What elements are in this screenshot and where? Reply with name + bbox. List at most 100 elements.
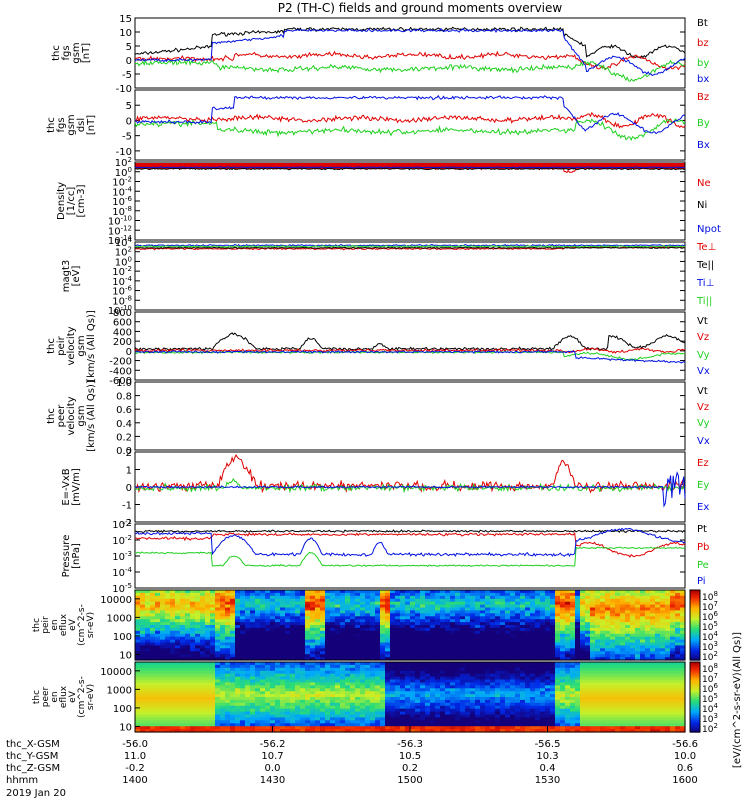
- heatmap-cell: [205, 625, 211, 629]
- heatmap-cell: [390, 595, 396, 600]
- heatmap-cell: [380, 630, 386, 635]
- heatmap-cell: [160, 651, 166, 655]
- heatmap-cell: [305, 702, 311, 707]
- heatmap-cell: [180, 645, 186, 649]
- heatmap-cell: [165, 694, 171, 698]
- heatmap-cell: [470, 729, 476, 733]
- heatmap-cell: [390, 598, 396, 603]
- heatmap-cell: [630, 654, 636, 658]
- colorbar-cell: [690, 640, 700, 644]
- heatmap-cell: [440, 622, 446, 626]
- heatmap-cell: [465, 601, 471, 606]
- heatmap-cell: [180, 670, 186, 675]
- heatmap-cell: [530, 691, 536, 695]
- heatmap-cell: [395, 639, 401, 644]
- heatmap-cell: [550, 729, 556, 733]
- heatmap-cell: [505, 590, 511, 594]
- heatmap-cell: [430, 613, 436, 617]
- heatmap-cell: [240, 702, 246, 707]
- heatmap-cell: [480, 654, 486, 658]
- heatmap-cell: [230, 636, 236, 641]
- heatmap-cell: [230, 610, 236, 614]
- heatmap-cell: [665, 636, 671, 641]
- heatmap-cell: [230, 676, 236, 681]
- heatmap-cell: [460, 729, 466, 733]
- heatmap-cell: [145, 670, 151, 675]
- heatmap-cell: [615, 590, 621, 594]
- heatmap-cell: [155, 670, 161, 675]
- heatmap-cell: [675, 654, 681, 658]
- heatmap-cell: [260, 633, 266, 638]
- heatmap-cell: [485, 592, 491, 597]
- heatmap-cell: [455, 682, 461, 686]
- heatmap-cell: [610, 604, 616, 609]
- heatmap-cell: [390, 613, 396, 617]
- heatmap-cell: [385, 723, 391, 727]
- heatmap-cell: [420, 630, 426, 635]
- heatmap-cell: [135, 592, 141, 597]
- heatmap-cell: [385, 630, 391, 635]
- heatmap-cell: [365, 720, 371, 724]
- heatmap-cell: [425, 664, 431, 669]
- heatmap-cell: [390, 714, 396, 718]
- heatmap-cell: [175, 601, 181, 606]
- heatmap-cell: [355, 726, 361, 730]
- heatmap-cell: [315, 699, 321, 704]
- heatmap-cell: [480, 619, 486, 623]
- heatmap-cell: [205, 697, 211, 701]
- heatmap-cell: [175, 679, 181, 683]
- heatmap-cell: [280, 616, 286, 620]
- heatmap-cell: [380, 627, 386, 632]
- heatmap-cell: [295, 682, 301, 686]
- colorbar-cell: [690, 633, 700, 637]
- heatmap-cell: [390, 676, 396, 681]
- heatmap-cell: [650, 610, 656, 614]
- heatmap-cell: [385, 685, 391, 689]
- heatmap-cell: [265, 694, 271, 698]
- heatmap-cell: [280, 676, 286, 681]
- heatmap-cell: [490, 720, 496, 724]
- heatmap-cell: [450, 616, 456, 620]
- y-label-line: gsm: [76, 335, 87, 356]
- heatmap-cell: [560, 654, 566, 658]
- heatmap-cell: [200, 613, 206, 617]
- heatmap-cell: [625, 627, 631, 632]
- heatmap-cell: [245, 636, 251, 641]
- heatmap-cell: [165, 714, 171, 718]
- heatmap-cell: [470, 667, 476, 672]
- heatmap-cell: [220, 607, 226, 611]
- heatmap-cell: [180, 676, 186, 681]
- heatmap-cell: [380, 648, 386, 652]
- heatmap-cell: [260, 610, 266, 614]
- heatmap-cell: [520, 697, 526, 701]
- heatmap-cell: [170, 691, 176, 695]
- heatmap-cell: [490, 702, 496, 707]
- heatmap-cell: [140, 702, 146, 707]
- heatmap-cell: [585, 592, 591, 597]
- heatmap-cell: [510, 711, 516, 716]
- heatmap-cell: [450, 639, 456, 644]
- heatmap-cell: [205, 662, 211, 666]
- heatmap-cell: [425, 651, 431, 655]
- heatmap-cell: [165, 627, 171, 632]
- heatmap-cell: [520, 595, 526, 600]
- heatmap-cell: [610, 616, 616, 620]
- heatmap-cell: [475, 639, 481, 644]
- heatmap-cell: [675, 648, 681, 652]
- y-tick-label: -10: [116, 147, 132, 158]
- heatmap-cell: [440, 705, 446, 710]
- heatmap-cell: [450, 685, 456, 689]
- heatmap-cell: [300, 619, 306, 623]
- heatmap-cell: [475, 610, 481, 614]
- heatmap-cell: [595, 601, 601, 606]
- heatmap-cell: [555, 642, 561, 646]
- heatmap-cell: [455, 642, 461, 646]
- heatmap-cell: [545, 636, 551, 641]
- heatmap-cell: [135, 601, 141, 606]
- heatmap-cell: [435, 627, 441, 632]
- heatmap-cell: [445, 679, 451, 683]
- heatmap-cell: [410, 592, 416, 597]
- heatmap-cell: [435, 616, 441, 620]
- heatmap-cell: [260, 642, 266, 646]
- colorbar-cell: [690, 602, 700, 605]
